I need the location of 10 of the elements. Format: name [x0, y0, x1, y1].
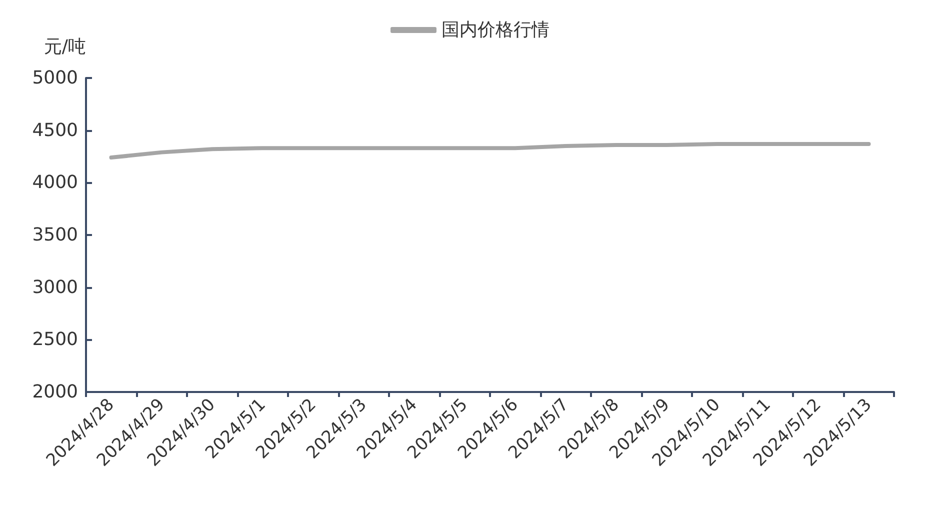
y-tick-label: 4500: [32, 120, 78, 141]
line-series: [109, 142, 871, 160]
y-tick-label: 3000: [32, 276, 78, 298]
y-tick-label: 5000: [32, 68, 78, 88]
y-tick-label: 2500: [32, 329, 78, 350]
legend-label: 国内价格行情: [442, 20, 550, 40]
y-axis-title: 元/吨: [44, 36, 86, 58]
y-tick-label: 4000: [32, 172, 78, 194]
y-tick-label: 2000: [32, 382, 78, 402]
y-tick-label: 3500: [32, 224, 78, 246]
